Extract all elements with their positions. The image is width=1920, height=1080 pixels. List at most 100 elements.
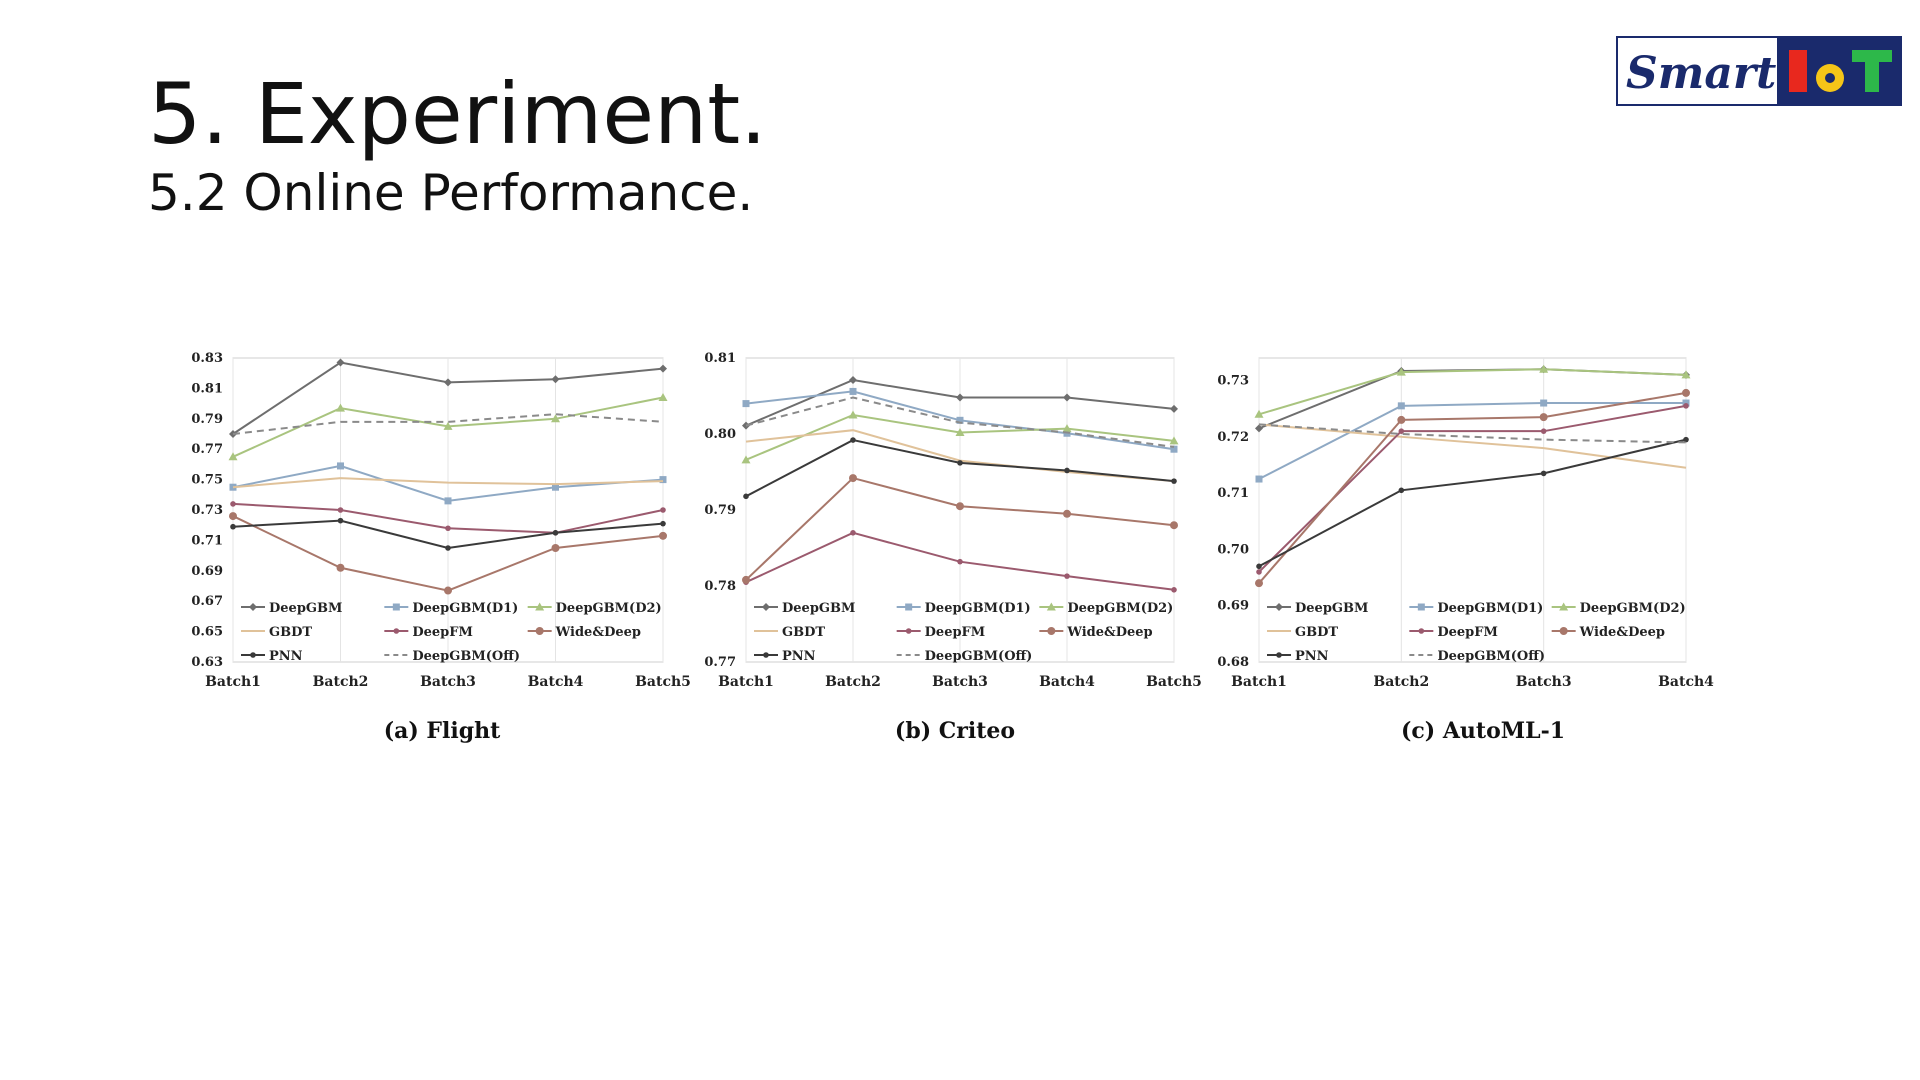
y-tick-label: 0.79 [191, 412, 223, 427]
data-point [1063, 393, 1071, 402]
data-point [957, 460, 963, 466]
x-tick-label: Batch1 [1231, 674, 1287, 690]
legend-label: DeepFM [1437, 625, 1498, 640]
data-point [230, 523, 236, 530]
legend-marker [392, 603, 400, 611]
data-point [1682, 399, 1690, 407]
legend-label: DeepFM [412, 625, 473, 640]
chart-2: Batch1 Batch2 Batch3 Batch4 Batch5 0.77 0.78 0.… [704, 351, 1202, 744]
legend-marker [1047, 627, 1056, 635]
data-point [1682, 388, 1690, 397]
data-point [336, 403, 345, 412]
legend-label: PNN [1295, 649, 1329, 664]
series-deepgbm-d2- [741, 410, 1179, 464]
series-line [1258, 438, 1687, 568]
x-tick-label: Batch5 [1146, 674, 1202, 690]
legend-label: Wide&Deep [1579, 625, 1665, 640]
data-point [1681, 370, 1691, 379]
data-point [1169, 436, 1179, 445]
data-point [1256, 563, 1262, 570]
legend-marker [1276, 652, 1282, 658]
data-point [551, 414, 560, 423]
data-point [1540, 428, 1547, 434]
x-tick-label: Batch1 [718, 674, 774, 690]
series-line [1258, 391, 1687, 584]
legend: DeepGBM DeepGBM(D1) DeepGBM(D2) GBDT DeepFM W… [754, 601, 1173, 664]
data-point [1254, 409, 1264, 418]
series-line [745, 396, 1175, 448]
slide-subtitle: 5.2 Online Performance. [148, 164, 754, 222]
y-tick-label: 0.72 [1217, 430, 1249, 445]
data-point [956, 502, 964, 511]
y-tick-label: 0.81 [191, 381, 223, 396]
legend-label: PNN [269, 649, 303, 664]
series-deepgbm [229, 358, 667, 438]
data-point [1540, 470, 1547, 477]
data-point [445, 545, 451, 551]
data-point [659, 531, 667, 540]
legend-label: PNN [782, 649, 816, 664]
data-point [659, 476, 667, 484]
legend-label: DeepGBM(D2) [556, 601, 662, 616]
series-line [232, 413, 664, 435]
legend-label: DeepGBM(Off) [1437, 649, 1545, 664]
legend-label: Wide&Deep [1066, 625, 1152, 640]
smart-iot-logo: Smart [1616, 36, 1902, 106]
x-tick-label: Batch2 [313, 674, 369, 690]
chart-caption: (c) AutoML-1 [1401, 718, 1565, 744]
data-point [230, 501, 236, 507]
series-line [1258, 423, 1687, 469]
series-wide-deep [742, 474, 1178, 584]
data-point [336, 358, 345, 367]
slide-title: 5. Experiment. [148, 65, 767, 163]
legend-label: DeepGBM(D1) [412, 601, 518, 616]
y-tick-label: 0.78 [704, 579, 736, 594]
y-tick-label: 0.79 [704, 503, 736, 518]
data-point [957, 558, 963, 565]
x-tick-label: Batch4 [528, 674, 584, 690]
data-point [955, 427, 965, 436]
data-point [1171, 587, 1177, 593]
data-point [1064, 467, 1070, 474]
data-point [849, 474, 857, 483]
series-wide-deep [1255, 388, 1690, 588]
series-line [1258, 423, 1687, 444]
legend-label: DeepGBM [1295, 601, 1368, 616]
data-point [659, 364, 667, 373]
data-point [743, 493, 749, 500]
y-tick-label: 0.67 [191, 594, 223, 609]
y-tick-label: 0.77 [191, 442, 223, 457]
legend-label: DeepFM [925, 625, 986, 640]
chart-1: Batch1 Batch2 Batch3 Batch4 Batch5 0.63 0.65 0.… [191, 351, 691, 744]
x-tick-label: Batch4 [1658, 674, 1714, 690]
series-pnn [1256, 436, 1689, 570]
series-pnn [743, 437, 1177, 500]
series-wide-deep [229, 512, 667, 595]
y-tick-label: 0.71 [1217, 486, 1249, 501]
data-point [551, 375, 560, 384]
legend-marker [250, 652, 256, 658]
chart-caption: (a) Flight [384, 718, 501, 744]
series-gbdt [1258, 423, 1687, 469]
legend-label: GBDT [782, 625, 825, 640]
data-point [956, 416, 964, 424]
chart-3: Batch1 Batch2 Batch3 Batch4 0.68 0.69 0.70 0.71… [1217, 357, 1714, 744]
data-point [552, 483, 559, 491]
series-line [1258, 368, 1687, 416]
legend-marker [1418, 628, 1425, 634]
series-deepgbm-d1- [1255, 399, 1690, 483]
legend-marker [905, 628, 912, 634]
data-point [850, 437, 856, 443]
data-point [956, 393, 964, 402]
y-tick-label: 0.75 [191, 473, 223, 488]
data-point [552, 530, 559, 536]
legend-label: DeepGBM(D2) [1580, 601, 1686, 616]
data-point [1063, 509, 1071, 518]
legend-marker [1417, 603, 1425, 611]
legend-label: DeepGBM(D1) [1437, 601, 1543, 616]
legend-marker [1046, 602, 1056, 611]
legend-marker [393, 628, 400, 634]
series-deepgbm [1255, 365, 1690, 433]
data-point [337, 462, 344, 470]
